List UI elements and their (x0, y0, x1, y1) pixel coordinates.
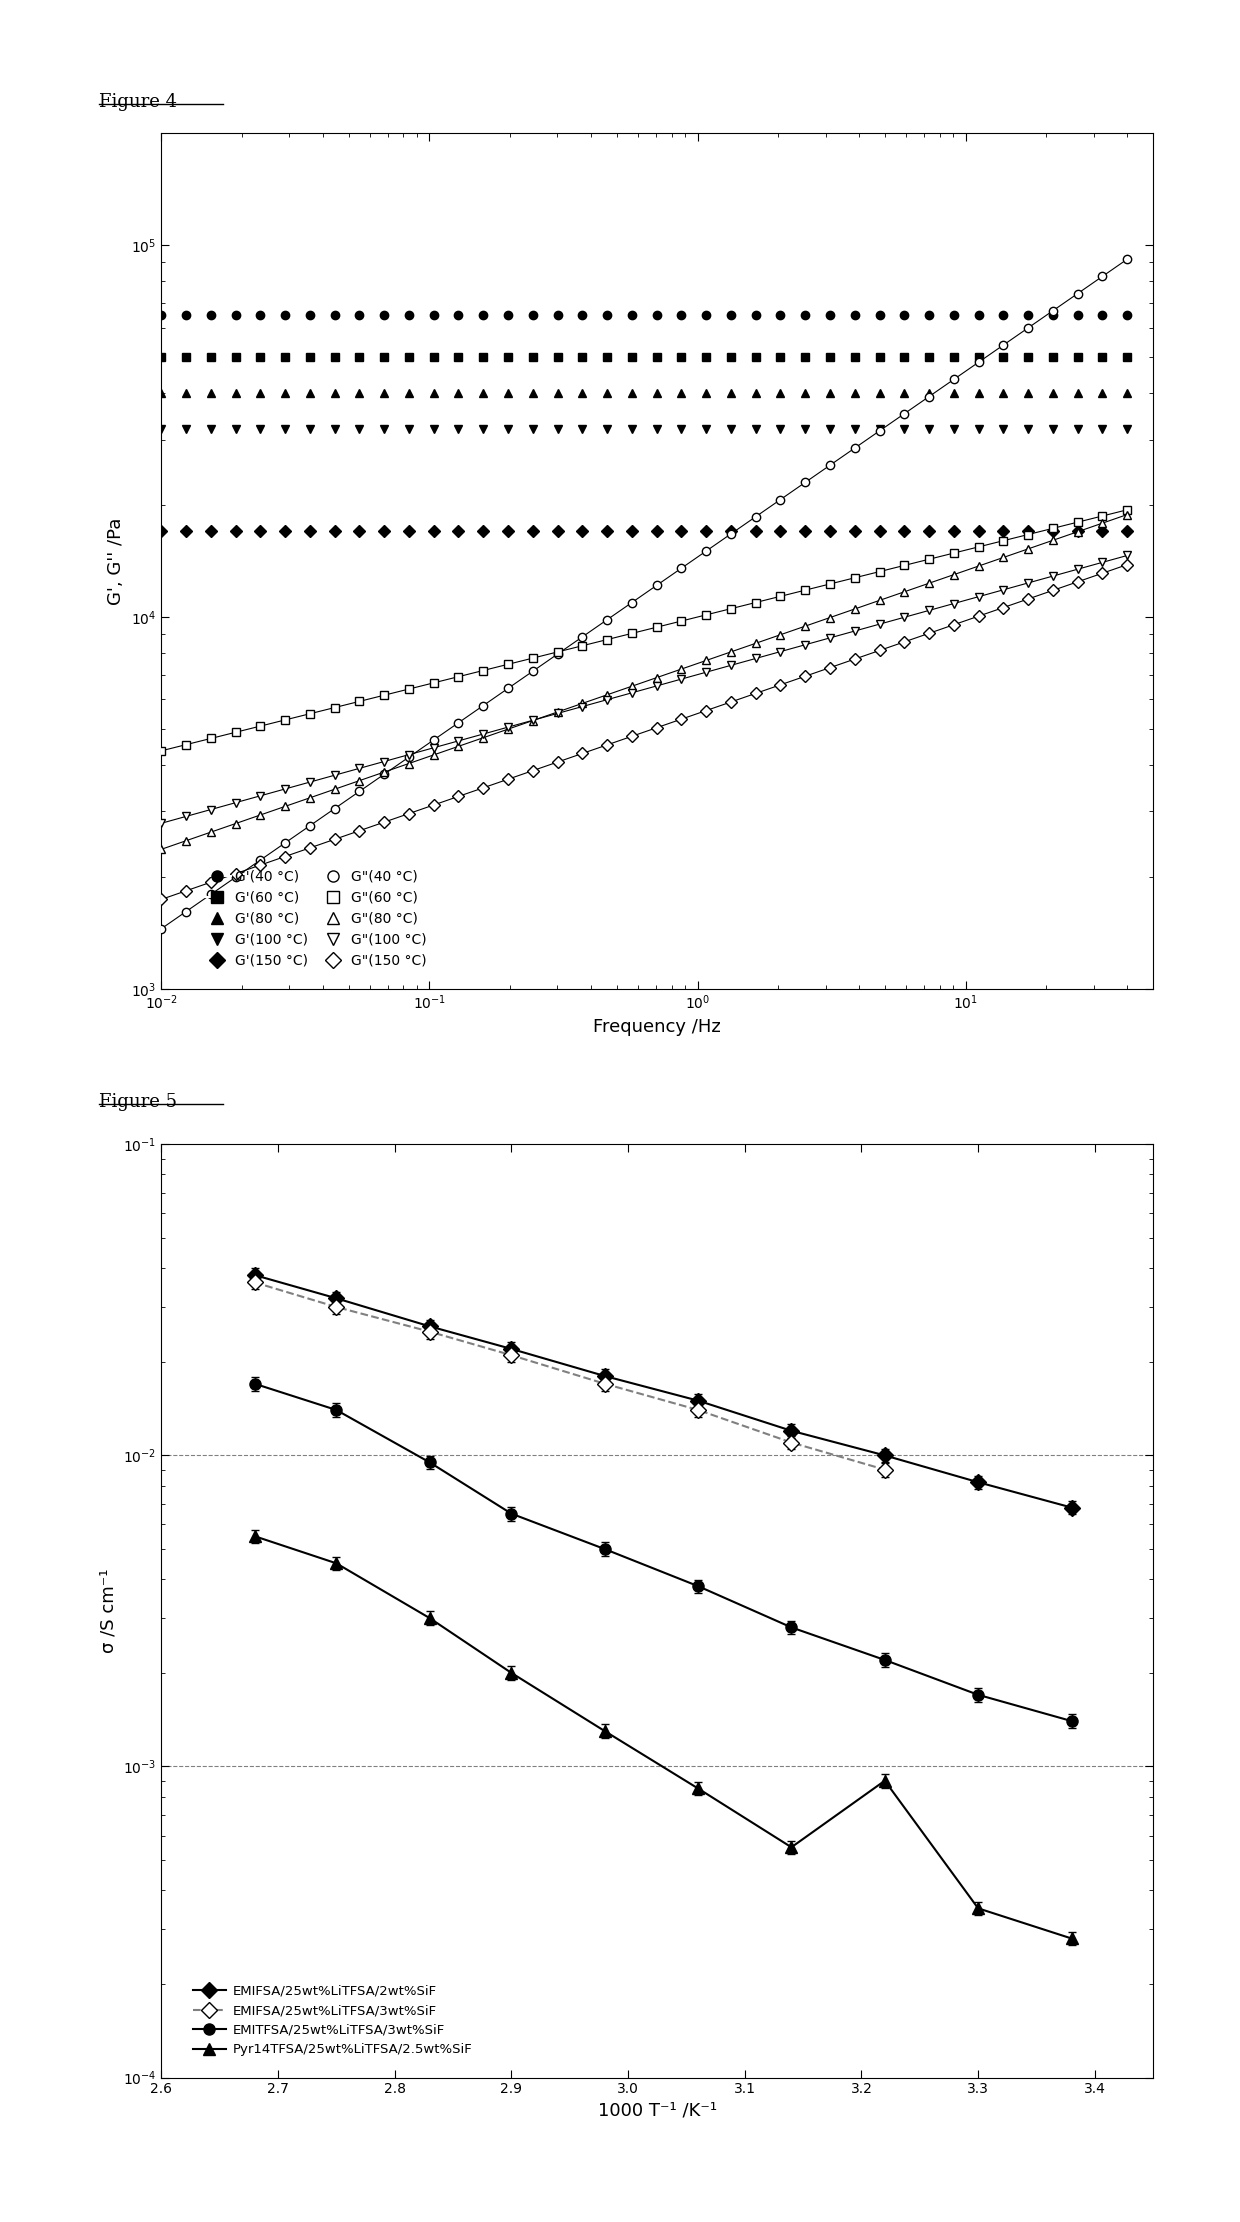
EMITFSA/25wt%LiTFSA/3wt%SiF (971, 1682, 986, 1709)
EMITFSA/25wt%LiTFSA/3wt%SiF (329, 1398, 343, 1424)
EMIFSA/25wt%LiTFSA/3wt%SiF (878, 1455, 893, 1482)
Pyr14TFSA/25wt%LiTFSA/2.5wt%SiF (422, 1604, 436, 1631)
EMITFSA/25wt%LiTFSA/3wt%SiF (878, 1647, 893, 1673)
EMITFSA/25wt%LiTFSA/3wt%SiF (503, 1500, 518, 1527)
Legend: G'(40 °C), G'(60 °C), G'(80 °C), G'(100 °C), G'(150 °C), G"(40 °C), G"(60 °C), G: G'(40 °C), G'(60 °C), G'(80 °C), G'(100 … (198, 864, 433, 973)
EMIFSA/25wt%LiTFSA/2wt%SiF (878, 1442, 893, 1469)
EMIFSA/25wt%LiTFSA/3wt%SiF (691, 1398, 706, 1424)
Y-axis label: G', G'' /Pa: G', G'' /Pa (108, 518, 125, 604)
EMITFSA/25wt%LiTFSA/3wt%SiF (247, 1371, 262, 1398)
EMIFSA/25wt%LiTFSA/3wt%SiF (598, 1371, 613, 1398)
Legend: EMIFSA/25wt%LiTFSA/2wt%SiF, EMIFSA/25wt%LiTFSA/3wt%SiF, EMITFSA/25wt%LiTFSA/3wt%: EMIFSA/25wt%LiTFSA/2wt%SiF, EMIFSA/25wt%… (187, 1980, 477, 2062)
EMITFSA/25wt%LiTFSA/3wt%SiF (784, 1613, 799, 1640)
Pyr14TFSA/25wt%LiTFSA/2.5wt%SiF (503, 1660, 518, 1686)
X-axis label: Frequency /Hz: Frequency /Hz (593, 1018, 722, 1035)
Text: Figure 4: Figure 4 (99, 93, 177, 111)
Y-axis label: σ /S cm⁻¹: σ /S cm⁻¹ (99, 1569, 118, 1653)
Pyr14TFSA/25wt%LiTFSA/2.5wt%SiF (1064, 1924, 1079, 1951)
Line: EMIFSA/25wt%LiTFSA/3wt%SiF: EMIFSA/25wt%LiTFSA/3wt%SiF (249, 1278, 890, 1475)
Line: EMIFSA/25wt%LiTFSA/2wt%SiF: EMIFSA/25wt%LiTFSA/2wt%SiF (249, 1269, 1078, 1513)
EMIFSA/25wt%LiTFSA/3wt%SiF (422, 1318, 436, 1344)
EMIFSA/25wt%LiTFSA/3wt%SiF (503, 1342, 518, 1369)
EMIFSA/25wt%LiTFSA/2wt%SiF (247, 1262, 262, 1289)
Pyr14TFSA/25wt%LiTFSA/2.5wt%SiF (784, 1833, 799, 1860)
Pyr14TFSA/25wt%LiTFSA/2.5wt%SiF (329, 1551, 343, 1578)
EMIFSA/25wt%LiTFSA/2wt%SiF (1064, 1493, 1079, 1520)
Pyr14TFSA/25wt%LiTFSA/2.5wt%SiF (971, 1895, 986, 1922)
EMIFSA/25wt%LiTFSA/3wt%SiF (329, 1293, 343, 1320)
EMIFSA/25wt%LiTFSA/3wt%SiF (247, 1269, 262, 1295)
Pyr14TFSA/25wt%LiTFSA/2.5wt%SiF (878, 1766, 893, 1793)
X-axis label: 1000 T⁻¹ /K⁻¹: 1000 T⁻¹ /K⁻¹ (598, 2102, 717, 2120)
EMIFSA/25wt%LiTFSA/3wt%SiF (784, 1429, 799, 1455)
EMITFSA/25wt%LiTFSA/3wt%SiF (691, 1573, 706, 1600)
Pyr14TFSA/25wt%LiTFSA/2.5wt%SiF (691, 1775, 706, 1802)
EMIFSA/25wt%LiTFSA/2wt%SiF (503, 1335, 518, 1362)
EMIFSA/25wt%LiTFSA/2wt%SiF (971, 1469, 986, 1495)
EMITFSA/25wt%LiTFSA/3wt%SiF (1064, 1709, 1079, 1735)
EMIFSA/25wt%LiTFSA/2wt%SiF (422, 1313, 436, 1340)
EMIFSA/25wt%LiTFSA/2wt%SiF (329, 1284, 343, 1311)
EMIFSA/25wt%LiTFSA/2wt%SiF (691, 1387, 706, 1413)
EMITFSA/25wt%LiTFSA/3wt%SiF (598, 1535, 613, 1562)
EMIFSA/25wt%LiTFSA/2wt%SiF (598, 1362, 613, 1389)
Line: EMITFSA/25wt%LiTFSA/3wt%SiF: EMITFSA/25wt%LiTFSA/3wt%SiF (249, 1378, 1078, 1726)
Pyr14TFSA/25wt%LiTFSA/2.5wt%SiF (247, 1522, 262, 1549)
Text: Figure 5: Figure 5 (99, 1093, 177, 1111)
Pyr14TFSA/25wt%LiTFSA/2.5wt%SiF (598, 1718, 613, 1744)
EMITFSA/25wt%LiTFSA/3wt%SiF (422, 1449, 436, 1475)
Line: Pyr14TFSA/25wt%LiTFSA/2.5wt%SiF: Pyr14TFSA/25wt%LiTFSA/2.5wt%SiF (249, 1531, 1078, 1944)
EMIFSA/25wt%LiTFSA/2wt%SiF (784, 1418, 799, 1444)
